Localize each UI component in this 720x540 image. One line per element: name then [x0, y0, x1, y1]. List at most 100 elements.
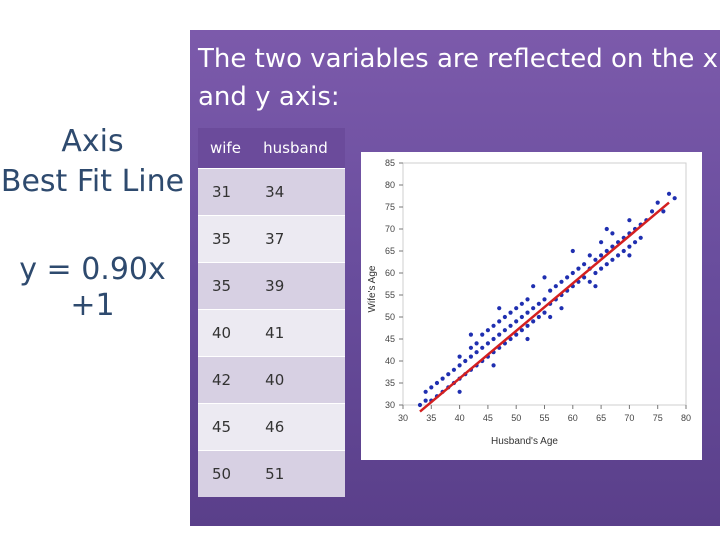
data-point [468, 354, 474, 359]
data-point [519, 301, 524, 306]
data-point [446, 372, 451, 377]
data-point [519, 314, 524, 320]
y-tick-label: 75 [385, 202, 395, 212]
y-tick-label: 85 [385, 158, 395, 168]
table-header-row: wife husband [198, 128, 345, 169]
data-point [531, 284, 536, 289]
x-tick-label: 65 [596, 413, 606, 423]
data-point [508, 310, 513, 315]
data-point [429, 385, 434, 390]
data-point [519, 328, 524, 333]
data-point [491, 336, 496, 342]
data-point [542, 310, 547, 315]
table-row: 40 41 [198, 309, 345, 357]
cell-wife: 40 [198, 309, 252, 357]
x-axis-label: Husband's Age [491, 436, 558, 447]
equation-label: y = 0.90x +1 [19, 252, 166, 323]
x-tick-label: 50 [511, 413, 521, 423]
data-point [536, 314, 541, 320]
data-point [599, 240, 604, 245]
data-point [604, 262, 609, 267]
y-tick-label: 65 [385, 246, 395, 256]
data-point [548, 288, 553, 293]
data-point [593, 270, 598, 276]
data-point [497, 306, 502, 311]
y-axis-label: Wife's Age [367, 265, 378, 312]
best-fit-line [419, 201, 670, 413]
data-point [463, 358, 468, 364]
data-point [627, 244, 632, 249]
y-tick-label: 70 [385, 224, 395, 234]
table-row: 35 37 [198, 215, 345, 263]
data-point [417, 402, 423, 408]
data-point [582, 262, 587, 267]
cell-wife: 35 [198, 215, 252, 263]
data-point [480, 332, 485, 337]
data-point [502, 328, 507, 333]
cell-wife: 42 [198, 356, 252, 404]
data-point [440, 376, 445, 381]
y-tick-label: 30 [385, 400, 395, 410]
cell-husband: 34 [251, 168, 345, 216]
x-tick-label: 60 [568, 413, 578, 423]
data-point [423, 398, 428, 403]
data-point [610, 231, 615, 236]
data-point [593, 284, 598, 289]
data-point [548, 314, 553, 320]
x-tick-label: 80 [681, 413, 691, 423]
data-point [627, 218, 632, 223]
data-point [497, 319, 502, 324]
data-point [576, 266, 581, 271]
table-row: 50 51 [198, 450, 345, 497]
header-husband: husband [251, 128, 345, 169]
y-tick-label: 45 [385, 334, 395, 344]
data-point [672, 196, 677, 201]
data-point [485, 341, 490, 346]
data-point [514, 306, 519, 311]
data-point [525, 323, 530, 328]
data-point [553, 284, 558, 289]
data-point [457, 363, 462, 368]
x-tick-label: 30 [398, 413, 408, 423]
cell-husband: 37 [251, 215, 345, 263]
slide-heading: The two variables are reflected on the x… [198, 44, 718, 112]
data-point [491, 323, 496, 328]
data-point [604, 248, 609, 254]
data-point [559, 306, 564, 311]
data-point [525, 310, 530, 315]
data-point [621, 248, 626, 254]
data-point [497, 332, 502, 337]
cell-wife: 50 [198, 450, 252, 497]
x-tick-label: 70 [624, 413, 634, 423]
data-point [514, 332, 519, 337]
data-point [615, 253, 621, 258]
cell-wife: 31 [198, 168, 252, 216]
data-point [485, 328, 490, 333]
data-point [604, 226, 609, 232]
data-point [457, 354, 462, 359]
cell-wife: 35 [198, 262, 252, 310]
data-point [587, 253, 592, 258]
data-point [587, 279, 592, 284]
table-row: 31 34 [198, 168, 345, 216]
data-point [655, 200, 660, 205]
table-row: 35 39 [198, 262, 345, 310]
table-row: 42 40 [198, 356, 345, 404]
data-point [661, 209, 666, 214]
x-tick-label: 55 [539, 413, 549, 423]
data-point [531, 306, 536, 311]
data-point [570, 248, 575, 254]
y-tick-label: 40 [385, 356, 395, 366]
x-tick-label: 35 [426, 413, 436, 423]
y-tick-label: 60 [385, 268, 395, 278]
data-point [474, 341, 479, 346]
cell-husband: 40 [251, 356, 345, 404]
x-tick-label: 40 [455, 413, 465, 423]
data-point [638, 235, 643, 240]
cell-husband: 39 [251, 262, 345, 310]
data-point [480, 345, 485, 350]
y-tick-label: 50 [385, 312, 395, 322]
data-point [627, 253, 632, 258]
data-point [525, 336, 530, 342]
